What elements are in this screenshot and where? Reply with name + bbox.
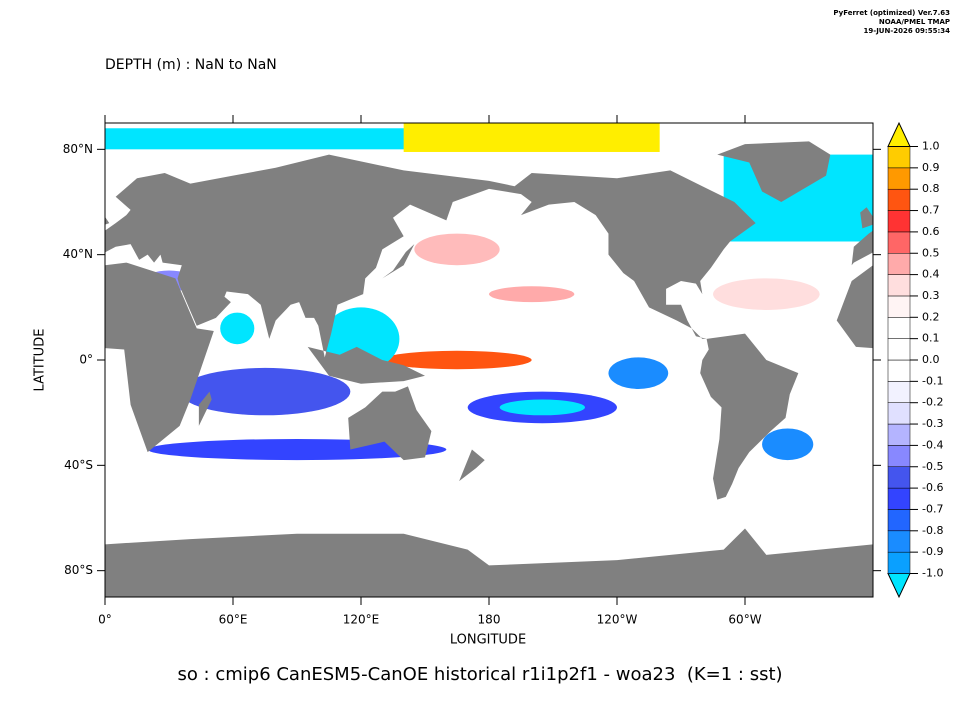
colorbar-label: -0.5 bbox=[922, 460, 943, 473]
land bbox=[0, 141, 105, 597]
map-area bbox=[0, 123, 873, 597]
color-swatch bbox=[887, 487, 911, 510]
colorbar-label: -0.6 bbox=[922, 481, 943, 494]
color-swatch bbox=[887, 445, 911, 467]
anomaly-patch bbox=[489, 286, 575, 303]
colorbar-label: 0.2 bbox=[922, 310, 940, 323]
colorbar-label: 0.4 bbox=[922, 268, 940, 281]
x-tick-label: 120°W bbox=[597, 613, 638, 627]
colorbar-label: -0.9 bbox=[922, 545, 943, 558]
color-swatch bbox=[887, 188, 911, 211]
land bbox=[489, 141, 873, 597]
anomaly-patch bbox=[179, 367, 351, 416]
color-swatch bbox=[887, 573, 911, 599]
color-swatch bbox=[887, 210, 911, 233]
credit: 19-JUN-2026 09:55:34 bbox=[864, 27, 951, 35]
colorbar-label: 0.1 bbox=[922, 332, 940, 345]
y-tick-label: 40°S bbox=[64, 458, 93, 472]
title: DEPTH (m) : NaN to NaN bbox=[105, 57, 277, 73]
color-swatch bbox=[887, 338, 911, 361]
credit: NOAA/PMEL TMAP bbox=[879, 18, 950, 26]
colorbar-label: 0.3 bbox=[922, 289, 940, 302]
y-tick-label: 0° bbox=[79, 353, 93, 367]
color-swatch bbox=[887, 146, 911, 169]
anomaly-patch bbox=[713, 278, 820, 310]
x-tick-label: 60°W bbox=[728, 613, 761, 627]
color-swatch bbox=[887, 381, 911, 403]
color-swatch bbox=[887, 231, 911, 254]
colorbar-label: -0.1 bbox=[922, 374, 943, 387]
anomaly-patch bbox=[220, 312, 255, 345]
x-tick-label: 0° bbox=[98, 613, 112, 627]
caption: so : cmip6 CanESM5-CanOE historical r1i1… bbox=[177, 664, 782, 685]
colorbar-label: -0.2 bbox=[922, 396, 943, 409]
colorbar-label: -0.8 bbox=[922, 524, 943, 537]
colorbar-label: 1.0 bbox=[922, 140, 940, 153]
color-swatch bbox=[887, 121, 911, 147]
land bbox=[105, 154, 873, 597]
anomaly-patch bbox=[608, 357, 669, 389]
anomaly-patch bbox=[403, 123, 660, 152]
color-swatch bbox=[887, 253, 911, 275]
colorbar-label: -0.4 bbox=[922, 438, 943, 451]
y-tick-label: 80°N bbox=[63, 142, 93, 156]
colorbar-label: 0.9 bbox=[922, 161, 940, 174]
color-swatch bbox=[887, 509, 911, 532]
colorbar-label: 0.8 bbox=[922, 182, 940, 195]
color-swatch bbox=[887, 295, 911, 318]
color-swatch bbox=[887, 423, 911, 446]
colorbar-label: -1.0 bbox=[922, 567, 943, 580]
colorbar-label: 0.7 bbox=[922, 204, 940, 217]
color-swatch bbox=[887, 551, 911, 574]
anomaly-patch bbox=[499, 399, 585, 416]
colorbar-label: -0.3 bbox=[922, 417, 943, 430]
colorbar-label: -0.7 bbox=[922, 502, 943, 515]
color-swatch bbox=[887, 317, 911, 339]
y-axis-label: LATITUDE bbox=[33, 329, 48, 392]
x-tick-label: 180 bbox=[478, 613, 501, 627]
colorbar-label: 0.6 bbox=[922, 225, 940, 238]
y-tick-label: 80°S bbox=[64, 563, 93, 577]
color-swatch bbox=[887, 274, 911, 297]
credit: PyFerret (optimized) Ver.7.63 bbox=[833, 9, 950, 17]
color-swatch bbox=[887, 466, 911, 489]
x-tick-label: 120°E bbox=[343, 613, 380, 627]
color-swatch bbox=[887, 359, 911, 382]
y-tick-label: 40°N bbox=[63, 247, 93, 261]
x-axis-label: LONGITUDE bbox=[450, 633, 526, 648]
anomaly-patch bbox=[414, 233, 500, 266]
color-swatch bbox=[887, 530, 911, 553]
anomaly-patch bbox=[762, 428, 814, 461]
anomaly-patch bbox=[105, 128, 425, 150]
color-swatch bbox=[887, 167, 911, 190]
color-swatch bbox=[887, 402, 911, 425]
colorbar-label: 0.5 bbox=[922, 246, 940, 259]
anomaly-patch bbox=[382, 350, 532, 370]
x-tick-label: 60°E bbox=[219, 613, 248, 627]
colorbar-label: 0.0 bbox=[922, 353, 940, 366]
